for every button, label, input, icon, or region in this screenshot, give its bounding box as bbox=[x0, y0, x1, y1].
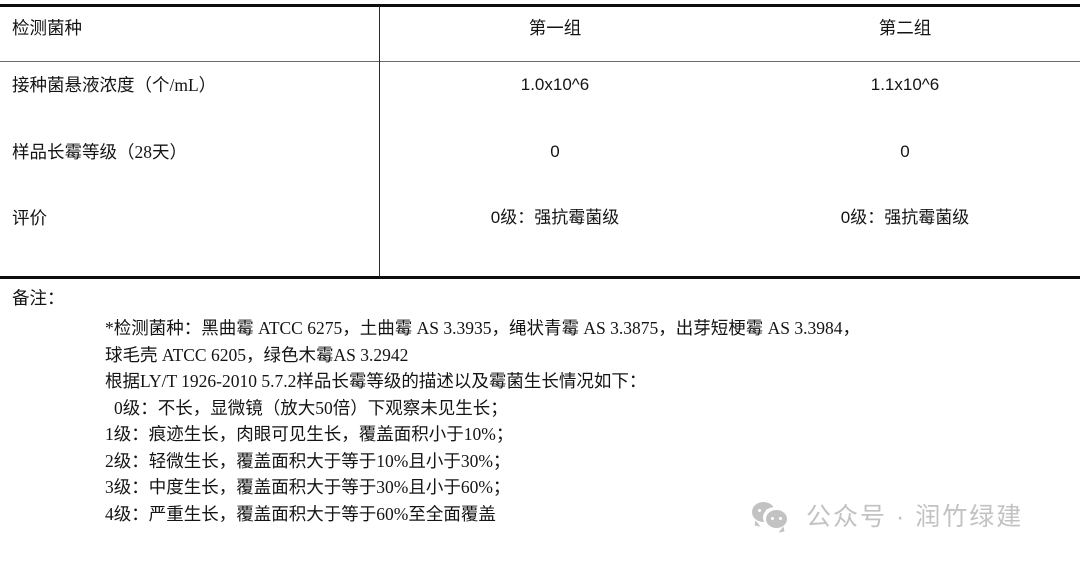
note-line-strains-2: 球毛壳 ATCC 6205，绿色木霉AS 3.2942 bbox=[105, 344, 409, 365]
note-line-standard-reference: 根据LY/T 1926-2010 5.7.2样品长霉等级的描述以及霉菌生长情况如… bbox=[105, 371, 647, 391]
row-value-mold-grade-group-1: 0 bbox=[550, 142, 560, 161]
table-bottom-border bbox=[0, 276, 1080, 279]
row-value-concentration-group-2: 1.1x10^6 bbox=[870, 75, 940, 94]
row-value-evaluation-group-2: 0级：强抗霉菌级 bbox=[840, 208, 970, 227]
table-header-group-2: 第二组 bbox=[878, 18, 932, 38]
row-label-concentration: 接种菌悬液浓度（个/mL） bbox=[12, 75, 217, 95]
row-value-mold-grade-group-2: 0 bbox=[900, 142, 910, 161]
row-label-evaluation: 评价 bbox=[12, 208, 47, 228]
notes-body: *检测菌种：黑曲霉 ATCC 6275，土曲霉 AS 3.3935，绳状青霉 A… bbox=[105, 315, 1065, 527]
note-line-grade-0: 0级：不长，显微镜（放大50倍）下观察未见生长； bbox=[114, 397, 508, 418]
note-line-strains-1: *检测菌种：黑曲霉 ATCC 6275，土曲霉 AS 3.3935，绳状青霉 A… bbox=[105, 318, 860, 338]
table-header-group-1: 第一组 bbox=[528, 18, 582, 38]
note-line-grade-2: 2级：轻微生长，覆盖面积大于等于10%且小于30%； bbox=[105, 450, 511, 471]
note-line-grade-3: 3级：中度生长，覆盖面积大于等于30%且小于60%； bbox=[105, 477, 511, 497]
table-header-label: 检测菌种 bbox=[12, 18, 82, 38]
row-label-mold-grade: 样品长霉等级（28天） bbox=[12, 142, 187, 162]
notes-title: 备注： bbox=[12, 288, 65, 308]
note-line-grade-1: 1级：痕迹生长，肉眼可见生长，覆盖面积小于10%； bbox=[105, 424, 514, 444]
row-value-evaluation-group-1: 0级：强抗霉菌级 bbox=[490, 208, 620, 227]
table-top-border bbox=[0, 4, 1080, 7]
row-value-concentration-group-1: 1.0x10^6 bbox=[520, 75, 590, 94]
table-header-divider bbox=[0, 61, 1080, 62]
note-line-grade-4: 4级：严重生长，覆盖面积大于等于60%至全面覆盖 bbox=[105, 503, 496, 524]
table-column-divider bbox=[379, 6, 380, 277]
